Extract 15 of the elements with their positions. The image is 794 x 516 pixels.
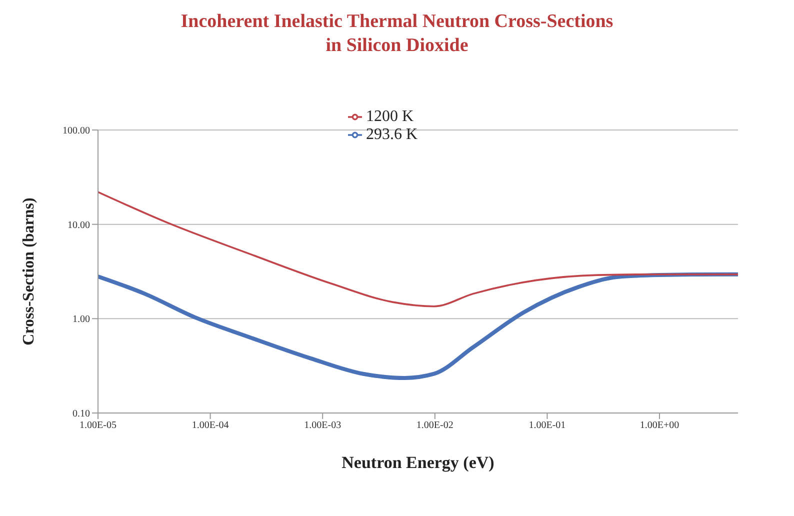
y-tick-label: 1.00 bbox=[72, 314, 90, 326]
x-tick-label: 1.00E-04 bbox=[192, 420, 229, 432]
y-axis-title: Cross-Section (barns) bbox=[20, 198, 38, 346]
legend-label: 1200 K bbox=[366, 108, 414, 125]
chart-title: Incoherent Inelastic Thermal Neutron Cross-Sections in Silicon Dioxide bbox=[180, 10, 614, 58]
y-tick-label: 0.10 bbox=[72, 408, 90, 420]
x-tick-label: 1.00E-02 bbox=[416, 420, 454, 432]
y-tick-label: 10.00 bbox=[68, 220, 90, 231]
y-tick-label: 100.00 bbox=[62, 126, 90, 137]
x-tick-label: 1.00E+00 bbox=[640, 420, 680, 432]
x-axis-title: Neutron Energy (eV) bbox=[342, 453, 494, 472]
x-tick-label: 1.00E-03 bbox=[304, 420, 342, 432]
legend-label: 293.6 K bbox=[366, 126, 418, 143]
x-tick-label: 1.00E-05 bbox=[80, 420, 116, 432]
x-tick-label: 1.00E-01 bbox=[528, 420, 566, 432]
